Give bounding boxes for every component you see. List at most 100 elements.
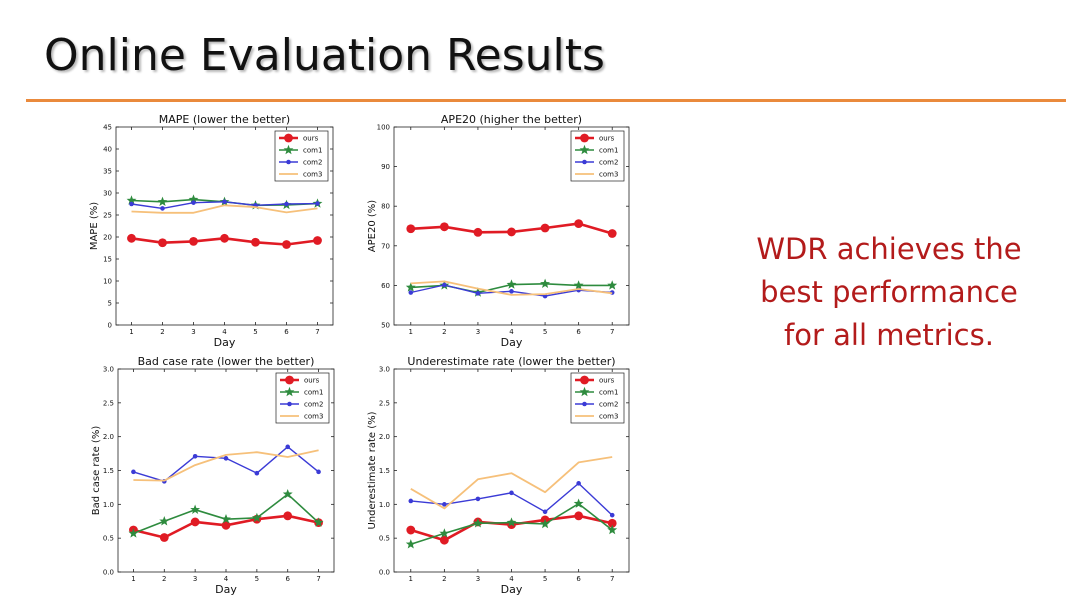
data-point-com2 (223, 456, 229, 461)
legend-marker-ours (284, 133, 293, 143)
legend-label-com1: com1 (303, 147, 322, 155)
data-point-com2 (191, 200, 196, 205)
chart-title: Underestimate rate (lower the better) (407, 355, 615, 368)
data-point-ours (406, 525, 416, 535)
series-com1 (405, 498, 618, 549)
x-tick-label: 1 (409, 328, 413, 336)
x-tick-label: 6 (576, 328, 581, 336)
legend-marker-com1 (579, 144, 590, 155)
legend-label-ours: ours (304, 377, 320, 385)
data-point-com2 (509, 289, 514, 294)
y-tick-label: 40 (103, 146, 112, 154)
y-axis-label: Underestimate rate (%) (367, 411, 378, 529)
legend-marker-com1 (283, 144, 294, 155)
data-point-ours (473, 227, 483, 237)
data-point-ours (159, 533, 169, 542)
data-point-com1 (313, 517, 324, 527)
y-tick-label: 2.5 (379, 399, 390, 407)
conclusion-text: WDR achieves the best performance for al… (700, 228, 1078, 357)
legend-label-com2: com2 (303, 159, 322, 167)
x-tick-label: 7 (316, 575, 320, 583)
data-point-com1 (506, 279, 517, 289)
data-point-com1 (439, 528, 450, 538)
y-tick-label: 20 (103, 234, 112, 242)
legend-label-ours: ours (599, 135, 615, 143)
legend: ours com1 com2 com3 (275, 372, 330, 424)
data-point-com1 (473, 518, 483, 528)
x-tick-label: 2 (442, 328, 446, 336)
legend-label-com2: com2 (599, 401, 618, 409)
legend-marker-com1 (579, 386, 590, 397)
data-point-com2 (131, 469, 136, 475)
data-point-com2 (442, 282, 447, 288)
data-point-com1 (128, 528, 139, 538)
data-point-com1 (157, 196, 168, 206)
y-tick-label: 60 (381, 282, 390, 290)
series-com3 (131, 204, 318, 214)
legend-label-com2: com2 (304, 401, 323, 409)
x-tick-label: 7 (610, 328, 614, 336)
data-point-com2 (129, 201, 134, 207)
y-tick-label: 1.0 (103, 501, 114, 509)
legend-label-com3: com3 (599, 171, 618, 179)
legend-box (275, 372, 330, 424)
series-com3 (133, 449, 319, 482)
data-point-ours (282, 240, 291, 249)
data-point-com2 (222, 199, 227, 205)
conclusion-line-1: WDR achieves the (756, 232, 1022, 266)
data-point-ours (283, 511, 293, 521)
data-point-ours (127, 233, 136, 243)
x-tick-label: 5 (543, 575, 547, 583)
x-tick-label: 2 (442, 575, 446, 583)
x-tick-label: 6 (284, 328, 289, 336)
y-tick-label: 80 (381, 203, 390, 211)
legend-label-com3: com3 (304, 413, 323, 421)
title-divider (26, 99, 1066, 102)
data-point-com2 (542, 509, 548, 515)
y-tick-label: 10 (103, 278, 112, 286)
series-com1 (128, 489, 324, 538)
y-tick-label: 25 (103, 212, 112, 220)
series-com3 (410, 456, 613, 510)
legend: ours com1 com2 com3 (570, 130, 625, 182)
x-tick-label: 1 (129, 328, 133, 336)
data-point-com2 (316, 469, 321, 475)
y-tick-label: 1.5 (379, 467, 390, 475)
legend-marker-com2 (582, 401, 587, 407)
data-point-com2 (285, 444, 291, 450)
x-tick-label: 5 (543, 328, 547, 336)
data-point-com2 (408, 290, 414, 295)
data-point-com2 (192, 453, 198, 459)
data-point-com1 (573, 498, 584, 508)
data-point-ours (190, 517, 200, 527)
data-point-com2 (284, 201, 289, 207)
x-tick-label: 6 (576, 575, 581, 583)
y-axis-label: MAPE (%) (89, 202, 100, 250)
conclusion-line-2: best performance (760, 275, 1018, 309)
y-axis-label: APE20 (%) (367, 200, 378, 252)
legend: ours com1 com2 com3 (570, 372, 625, 424)
x-tick-label: 7 (315, 328, 319, 336)
data-point-com2 (442, 502, 447, 507)
data-point-ours (251, 237, 260, 247)
data-point-com2 (475, 291, 481, 296)
x-tick-label: 5 (253, 328, 257, 336)
data-point-ours (220, 233, 229, 243)
y-tick-label: 45 (103, 124, 112, 132)
x-tick-label: 4 (509, 575, 514, 583)
y-tick-label: 1.0 (379, 501, 390, 509)
data-point-com1 (540, 278, 550, 288)
y-tick-label: 1.5 (103, 467, 114, 475)
x-tick-label: 5 (255, 575, 259, 583)
data-point-com2 (576, 481, 581, 486)
y-tick-label: 3.0 (379, 366, 390, 374)
x-axis-label: Day (215, 583, 237, 596)
x-axis-label: Day (501, 583, 523, 596)
x-tick-label: 2 (162, 575, 166, 583)
x-tick-label: 1 (409, 575, 413, 583)
conclusion-line-3: for all metrics. (784, 318, 994, 352)
data-point-com1 (573, 280, 584, 290)
data-point-com1 (405, 539, 416, 549)
data-point-ours (439, 535, 449, 545)
